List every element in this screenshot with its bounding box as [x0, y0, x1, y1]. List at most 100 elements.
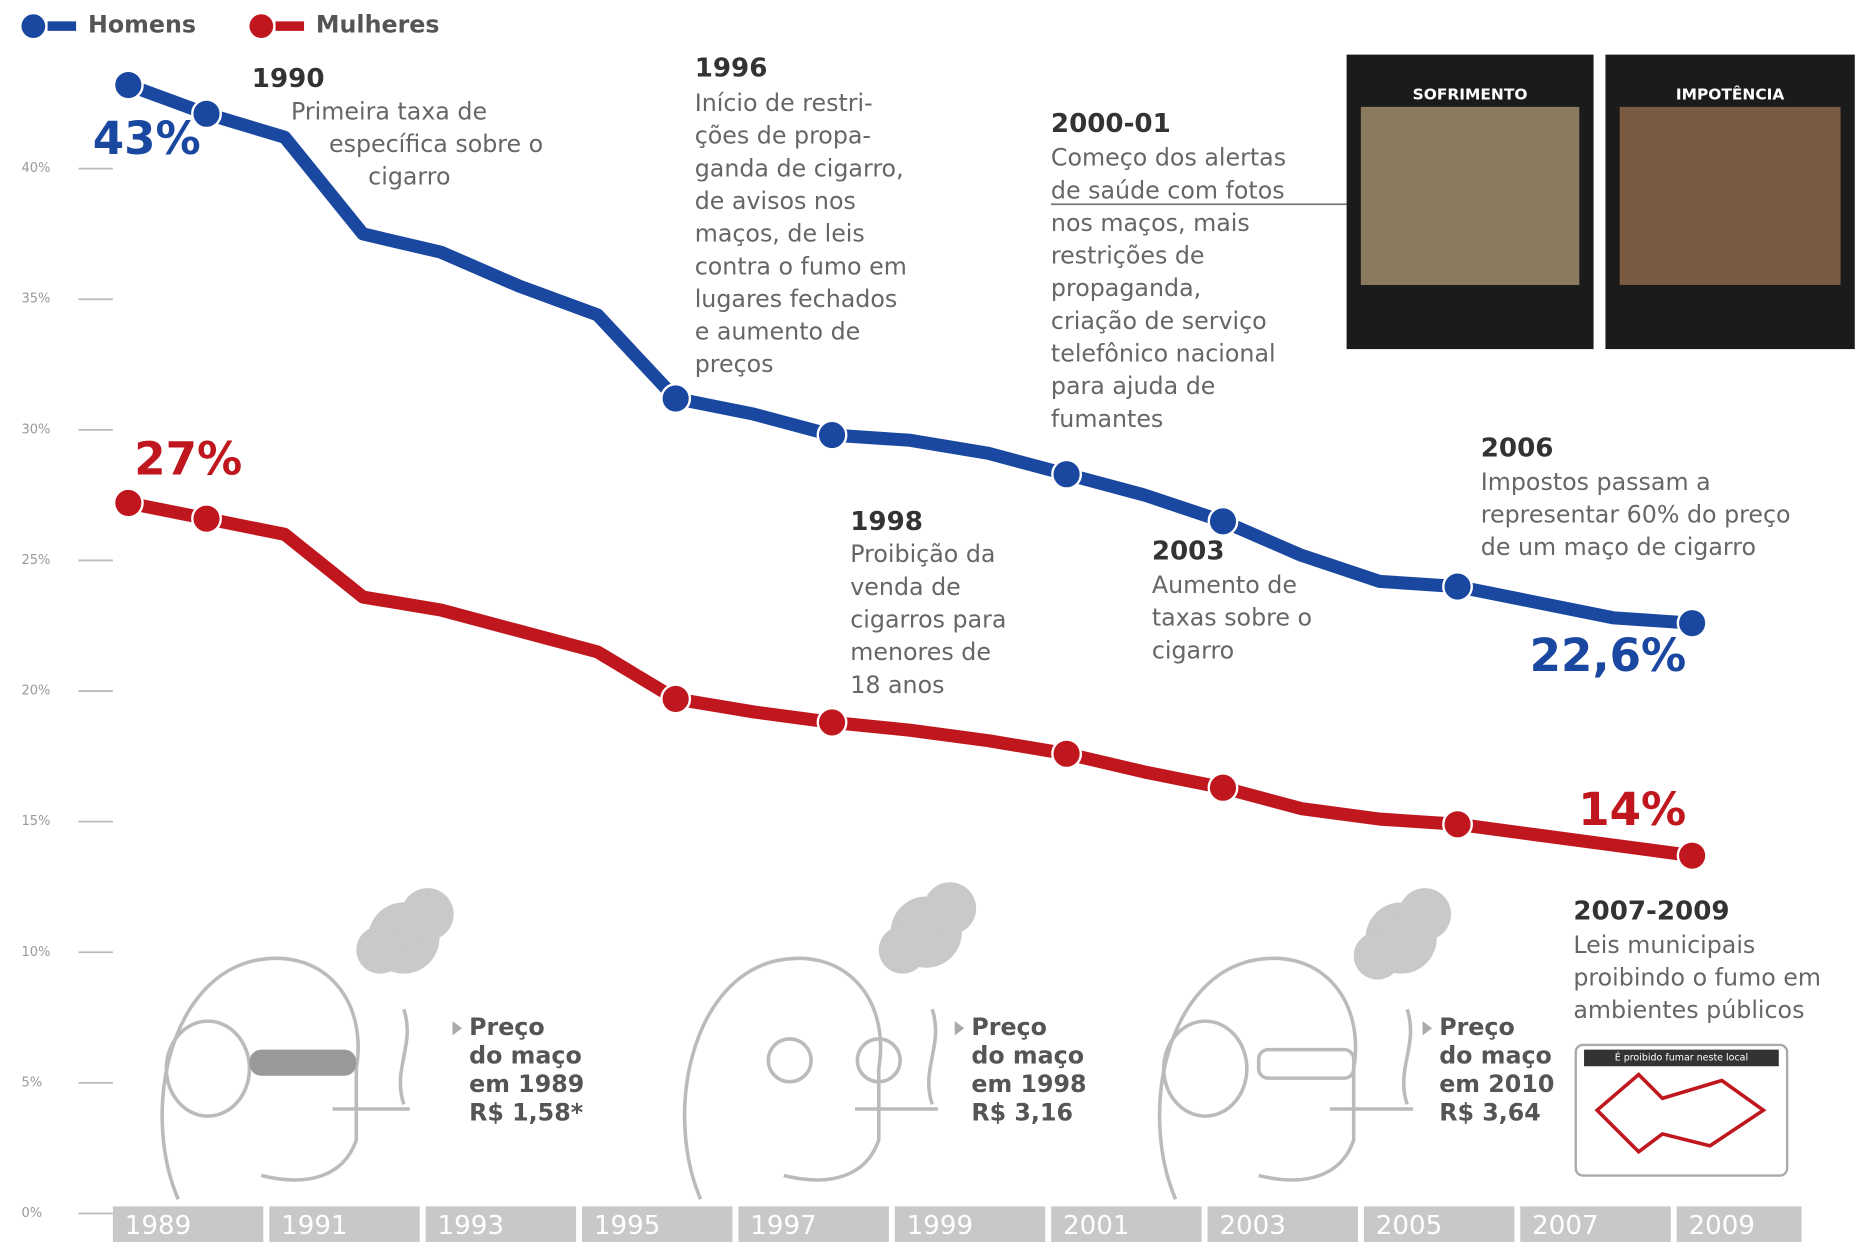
annotation-text: para ajuda de	[1051, 372, 1215, 400]
point-marker	[1051, 738, 1083, 770]
annotation-title: 2006	[1481, 433, 1554, 463]
photos: SOFRIMENTO IMPOTÊNCIA	[1346, 54, 1855, 350]
price-text: em 2010	[1439, 1070, 1554, 1098]
x-tick-label: 1999	[907, 1211, 973, 1241]
x-tick-label: 2009	[1689, 1211, 1755, 1241]
x-axis-band	[1207, 1206, 1358, 1242]
annotation-text: maços, de leis	[695, 220, 865, 248]
point-marker	[660, 383, 692, 414]
point-marker	[816, 419, 848, 451]
photo-image	[1619, 106, 1841, 285]
point-marker	[1207, 505, 1239, 537]
x-tick-label: 1993	[438, 1211, 504, 1241]
price-arrow	[954, 1021, 965, 1036]
annotation-text: Início de restri-	[695, 89, 873, 117]
point-marker	[816, 706, 848, 738]
price-arrow	[452, 1021, 462, 1036]
annotation-text: proibindo o fumo em	[1573, 963, 1821, 991]
price-text: em 1998	[971, 1070, 1086, 1098]
x-axis-band	[1363, 1206, 1515, 1242]
value-label: 22,6%	[1530, 629, 1687, 682]
x-axis-band	[738, 1206, 889, 1242]
point-marker	[1442, 808, 1473, 840]
x-axis-band	[1676, 1206, 1802, 1242]
value-label: 27%	[134, 433, 242, 486]
smoke-clouds	[356, 882, 1452, 980]
annotation-text: ambientes públicos	[1573, 996, 1804, 1024]
annotation-title: 2007-2009	[1573, 896, 1729, 926]
annotation-text: fumantes	[1051, 405, 1163, 433]
legend-marker	[47, 21, 77, 31]
annotation-text: Aumento de	[1152, 571, 1297, 599]
annotation-text: de saúde com fotos	[1051, 176, 1285, 204]
x-axis-band	[269, 1206, 420, 1242]
price-text: R$ 1,58*	[469, 1098, 583, 1126]
photo-title: SOFRIMENTO	[1413, 85, 1528, 103]
point-marker	[1676, 607, 1708, 639]
x-tick-label: 1997	[750, 1211, 816, 1241]
photo-image	[1360, 106, 1580, 285]
annotation-text: menores de	[850, 638, 991, 666]
annotation-text: nos maços, mais	[1051, 209, 1250, 237]
legend-marker	[249, 14, 274, 38]
point-marker	[112, 487, 144, 519]
price-text: do maço	[1439, 1041, 1552, 1069]
point-marker	[1442, 571, 1473, 603]
annotation-text: Leis municipais	[1573, 931, 1755, 959]
annotation-text: lugares fechados	[695, 285, 898, 313]
x-axis-band	[1520, 1206, 1671, 1242]
annotation-text: preços	[695, 350, 774, 378]
y-tick-label: 15%	[21, 814, 50, 829]
annotation-text: Começo dos alertas	[1051, 144, 1286, 172]
legend-label: Mulheres	[316, 11, 440, 39]
annotation-text: venda de	[850, 573, 961, 601]
price-text: do maço	[469, 1041, 582, 1069]
point-marker	[660, 683, 692, 715]
price-text: Preço	[971, 1013, 1047, 1041]
point-marker	[1676, 840, 1708, 872]
x-axis-band	[894, 1206, 1046, 1242]
price-arrow	[1422, 1021, 1433, 1036]
price-text: R$ 3,64	[1439, 1098, 1541, 1126]
x-tick-label: 1995	[594, 1211, 660, 1241]
point-marker	[191, 503, 222, 535]
sign-text: É proibido fumar neste local	[1615, 1051, 1748, 1063]
annotation-text: representar 60% do preço	[1481, 500, 1791, 528]
smoker	[682, 956, 939, 1200]
point-marker	[112, 69, 144, 101]
value-label: 14%	[1578, 783, 1686, 836]
x-axis-band	[425, 1206, 577, 1242]
annotation-text: 18 anos	[850, 671, 944, 699]
annotation-text: Proibição da	[850, 540, 995, 568]
annotation-text: cigarro	[1152, 636, 1234, 664]
x-tick-label: 2005	[1376, 1211, 1442, 1241]
point-marker	[1051, 458, 1083, 490]
annotation-text: cigarro	[368, 163, 450, 191]
x-axis-band	[112, 1206, 264, 1242]
y-tick-label: 25%	[21, 553, 50, 568]
annotation-title: 1990	[252, 64, 325, 94]
annotation-text: cigarros para	[850, 605, 1006, 633]
x-tick-label: 2003	[1219, 1211, 1285, 1241]
x-tick-label: 2007	[1532, 1211, 1598, 1241]
annotation-text: Impostos passam a	[1481, 468, 1711, 496]
y-tick-label: 35%	[21, 292, 50, 307]
price-text: em 1989	[469, 1070, 584, 1098]
annotation-text: e aumento de	[695, 318, 861, 346]
x-axis-band	[582, 1206, 733, 1242]
annotation-title: 2000-01	[1051, 109, 1171, 139]
y-tick-label: 40%	[21, 161, 50, 176]
annotation-title: 1998	[850, 507, 923, 537]
x-tick-label: 2001	[1063, 1211, 1129, 1241]
price-text: Preço	[469, 1013, 545, 1041]
smoker	[1157, 956, 1414, 1200]
annotation-text: de avisos nos	[695, 187, 856, 215]
y-tick-label: 0%	[21, 1206, 42, 1221]
illustrations	[160, 956, 1414, 1200]
annotation-title: 2003	[1152, 537, 1225, 567]
annotation-title: 1996	[695, 53, 768, 83]
y-tick-label: 10%	[21, 945, 50, 960]
annotation-text: taxas sobre o	[1152, 604, 1312, 632]
y-tick-label: 5%	[21, 1075, 42, 1090]
